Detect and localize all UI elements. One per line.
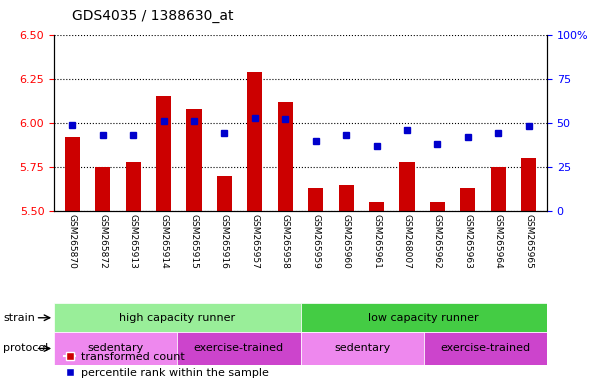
Text: GSM265959: GSM265959 (311, 214, 320, 269)
Bar (400, 162, 415, 211)
Text: sedentary: sedentary (88, 343, 144, 354)
Text: GSM265960: GSM265960 (341, 214, 350, 269)
Bar (217, 176, 232, 211)
Bar (300, 332, 424, 365)
Bar (247, 72, 263, 211)
Bar (490, 167, 506, 211)
Text: high capacity runner: high capacity runner (119, 313, 236, 323)
Bar (308, 188, 323, 211)
Text: GSM265965: GSM265965 (524, 214, 533, 269)
Bar (156, 96, 171, 211)
Text: GSM265915: GSM265915 (189, 214, 198, 269)
Bar (338, 185, 354, 211)
Text: GSM268007: GSM268007 (403, 214, 412, 269)
Text: GSM265957: GSM265957 (251, 214, 260, 269)
Text: GSM265872: GSM265872 (99, 214, 107, 269)
Bar (54, 332, 177, 365)
Bar (369, 202, 384, 211)
Text: GSM265916: GSM265916 (220, 214, 229, 269)
Text: GSM265964: GSM265964 (494, 214, 502, 269)
Bar (430, 202, 445, 211)
Bar (177, 332, 300, 365)
Text: GSM265870: GSM265870 (68, 214, 77, 269)
Text: GSM265961: GSM265961 (372, 214, 381, 269)
Bar (186, 109, 201, 211)
Bar (424, 332, 547, 365)
Bar (521, 158, 536, 211)
Text: protocol: protocol (3, 343, 48, 354)
Bar (95, 167, 111, 211)
Text: GSM265963: GSM265963 (463, 214, 472, 269)
Text: exercise-trained: exercise-trained (441, 343, 530, 354)
Text: strain: strain (3, 313, 35, 323)
Bar (460, 188, 475, 211)
Bar (278, 102, 293, 211)
Text: GSM265958: GSM265958 (281, 214, 290, 269)
Text: sedentary: sedentary (334, 343, 390, 354)
Text: GSM265962: GSM265962 (433, 214, 442, 269)
Bar (126, 162, 141, 211)
Text: GSM265914: GSM265914 (159, 214, 168, 269)
Text: GDS4035 / 1388630_at: GDS4035 / 1388630_at (72, 9, 234, 23)
Legend: transformed count, percentile rank within the sample: transformed count, percentile rank withi… (59, 348, 273, 382)
Bar (300, 303, 547, 332)
Text: exercise-trained: exercise-trained (194, 343, 284, 354)
Bar (65, 137, 80, 211)
Bar (54, 303, 300, 332)
Text: GSM265913: GSM265913 (129, 214, 138, 269)
Text: low capacity runner: low capacity runner (368, 313, 479, 323)
